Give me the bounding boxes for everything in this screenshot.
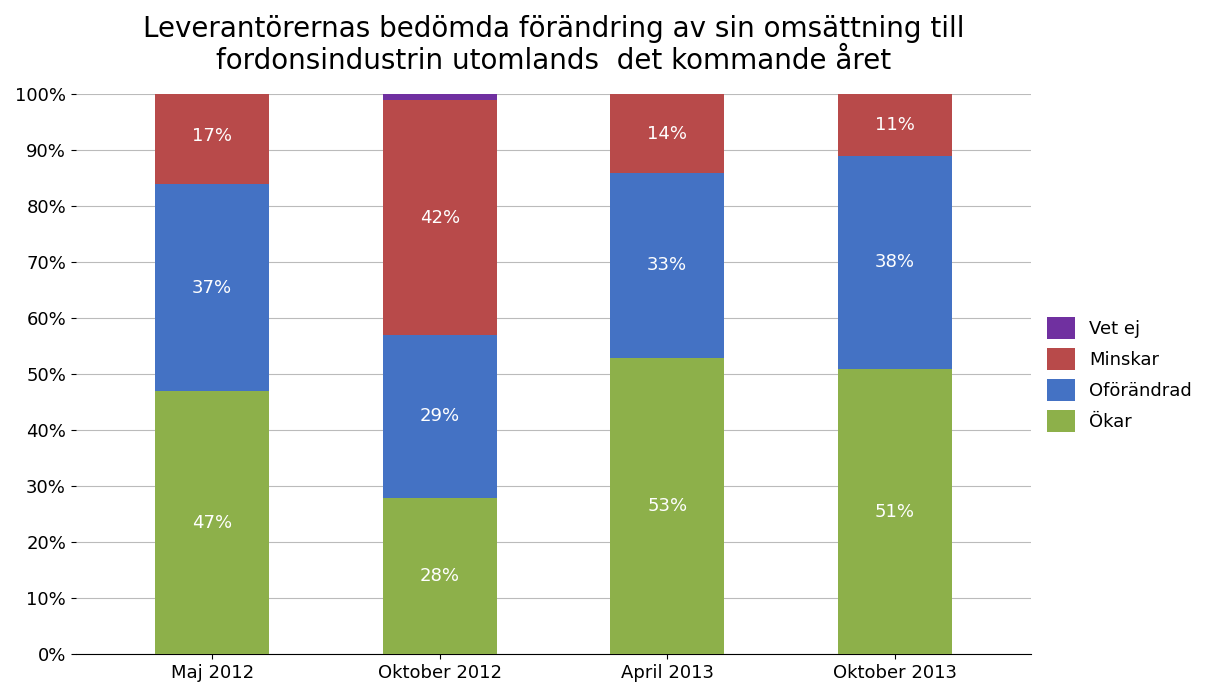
Bar [155, 89, 270, 184]
Bar [838, 94, 952, 156]
Text: 51%: 51% [875, 503, 914, 521]
Text: 29%: 29% [420, 407, 460, 425]
Legend: Vet ej, Minskar, Oförändrad, Ökar: Vet ej, Minskar, Oförändrad, Ökar [1040, 309, 1199, 439]
Text: 47%: 47% [192, 514, 232, 532]
Bar [382, 498, 497, 654]
Bar [382, 335, 497, 498]
Title: Leverantörernas bedömda förändring av sin omsättning till
fordonsindustrin utoml: Leverantörernas bedömda förändring av si… [143, 15, 964, 75]
Text: 33%: 33% [647, 256, 687, 274]
Text: 42%: 42% [420, 208, 460, 227]
Text: 14%: 14% [647, 125, 687, 143]
Bar [155, 184, 270, 391]
Bar [155, 391, 270, 654]
Bar [611, 173, 724, 358]
Text: 53%: 53% [647, 497, 687, 515]
Text: 28%: 28% [420, 567, 460, 585]
Text: 11%: 11% [875, 116, 914, 135]
Text: 38%: 38% [875, 254, 914, 271]
Bar [838, 156, 952, 369]
Bar [611, 358, 724, 654]
Bar [382, 94, 497, 100]
Bar [382, 100, 497, 335]
Bar [838, 369, 952, 654]
Bar [611, 94, 724, 173]
Text: 17%: 17% [192, 128, 232, 146]
Text: 37%: 37% [192, 279, 232, 296]
